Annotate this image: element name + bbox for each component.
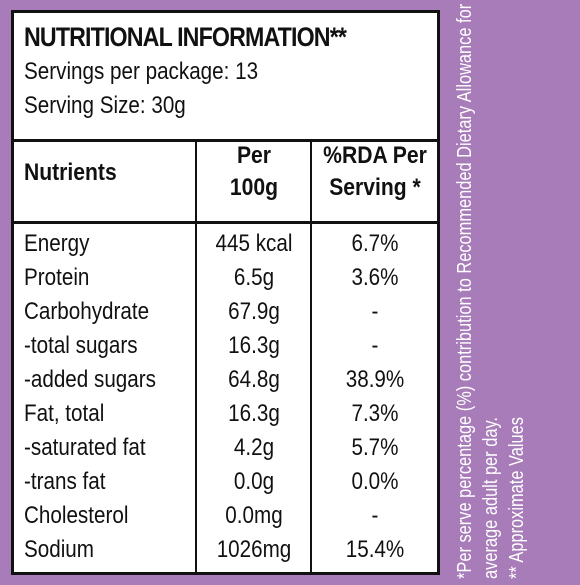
per-100g-value: 67.9g (228, 298, 280, 325)
header-divider (14, 139, 437, 142)
nutrient-name: Protein (24, 264, 90, 291)
servings-per-package: Servings per package: 13 (24, 58, 259, 85)
table-row: Energy 445 kcal 6.7% (14, 227, 437, 261)
table-row: Carbohydrate 67.9g - (14, 295, 437, 329)
rda-value: - (371, 502, 379, 529)
rda-value: - (371, 298, 379, 325)
per-100g-value: 445 kcal (215, 230, 293, 257)
column-header-nutrients: Nutrients (24, 159, 117, 186)
rda-value: 5.7% (351, 434, 399, 461)
nutrient-name: Sodium (24, 536, 94, 563)
footnote-rda: *Per serve percentage (%) contribution t… (454, 3, 476, 579)
column-divider-2 (310, 140, 312, 572)
table-row: -saturated fat 4.2g 5.7% (14, 431, 437, 465)
per-100g-value: 4.2g (233, 434, 275, 461)
rda-value: 0.0% (351, 468, 399, 495)
column-header-rda-line2: Serving * (329, 174, 421, 201)
rda-value: 6.7% (351, 230, 399, 257)
per-100g-value: 16.3g (228, 400, 280, 427)
per-100g-value: 64.8g (228, 366, 280, 393)
per-100g-value: 0.0g (233, 468, 275, 495)
rda-value: - (371, 332, 379, 359)
column-header-divider (14, 221, 437, 224)
table-row: Fat, total 16.3g 7.3% (14, 397, 437, 431)
rda-value: 7.3% (351, 400, 399, 427)
table-row: -total sugars 16.3g - (14, 329, 437, 363)
per-100g-value: 6.5g (233, 264, 275, 291)
footnotes: *Per serve percentage (%) contribution t… (452, 3, 572, 579)
nutrient-name: Energy (24, 230, 90, 257)
nutrient-name: Carbohydrate (24, 298, 150, 325)
column-header-per100g-line1: Per (236, 142, 272, 169)
table-row: -trans fat 0.0g 0.0% (14, 465, 437, 499)
table-row: Cholesterol 0.0mg - (14, 499, 437, 533)
nutrient-name: -added sugars (24, 366, 156, 393)
per-100g-value: 16.3g (228, 332, 280, 359)
nutrition-panel: NUTRITIONAL INFORMATION** Servings per p… (11, 10, 440, 575)
serving-size: Serving Size: 30g (24, 92, 186, 119)
rda-value: 3.6% (351, 264, 399, 291)
rda-value: 15.4% (345, 536, 405, 563)
footnote-approx: ** Approximate Values (506, 417, 528, 579)
column-divider-1 (195, 140, 197, 572)
nutrient-name: -total sugars (24, 332, 138, 359)
rda-value: 38.9% (345, 366, 405, 393)
per-100g-value: 1026mg (216, 536, 292, 563)
column-header-per100g-line2: 100g (229, 174, 279, 201)
nutrient-name: Fat, total (24, 400, 105, 427)
column-header-rda-line1: %RDA Per (323, 142, 427, 169)
nutrition-header: NUTRITIONAL INFORMATION** Servings per p… (24, 19, 429, 123)
footnote-rda-cont: average adult per day. (480, 417, 502, 579)
nutrient-name: Cholesterol (24, 502, 129, 529)
table-row: -added sugars 64.8g 38.9% (14, 363, 437, 397)
nutrient-name: -trans fat (24, 468, 106, 495)
nutrient-name: -saturated fat (24, 434, 146, 461)
nutrition-title: NUTRITIONAL INFORMATION** (24, 22, 347, 52)
table-row: Sodium 1026mg 15.4% (14, 533, 437, 567)
per-100g-value: 0.0mg (225, 502, 283, 529)
table-row: Protein 6.5g 3.6% (14, 261, 437, 295)
